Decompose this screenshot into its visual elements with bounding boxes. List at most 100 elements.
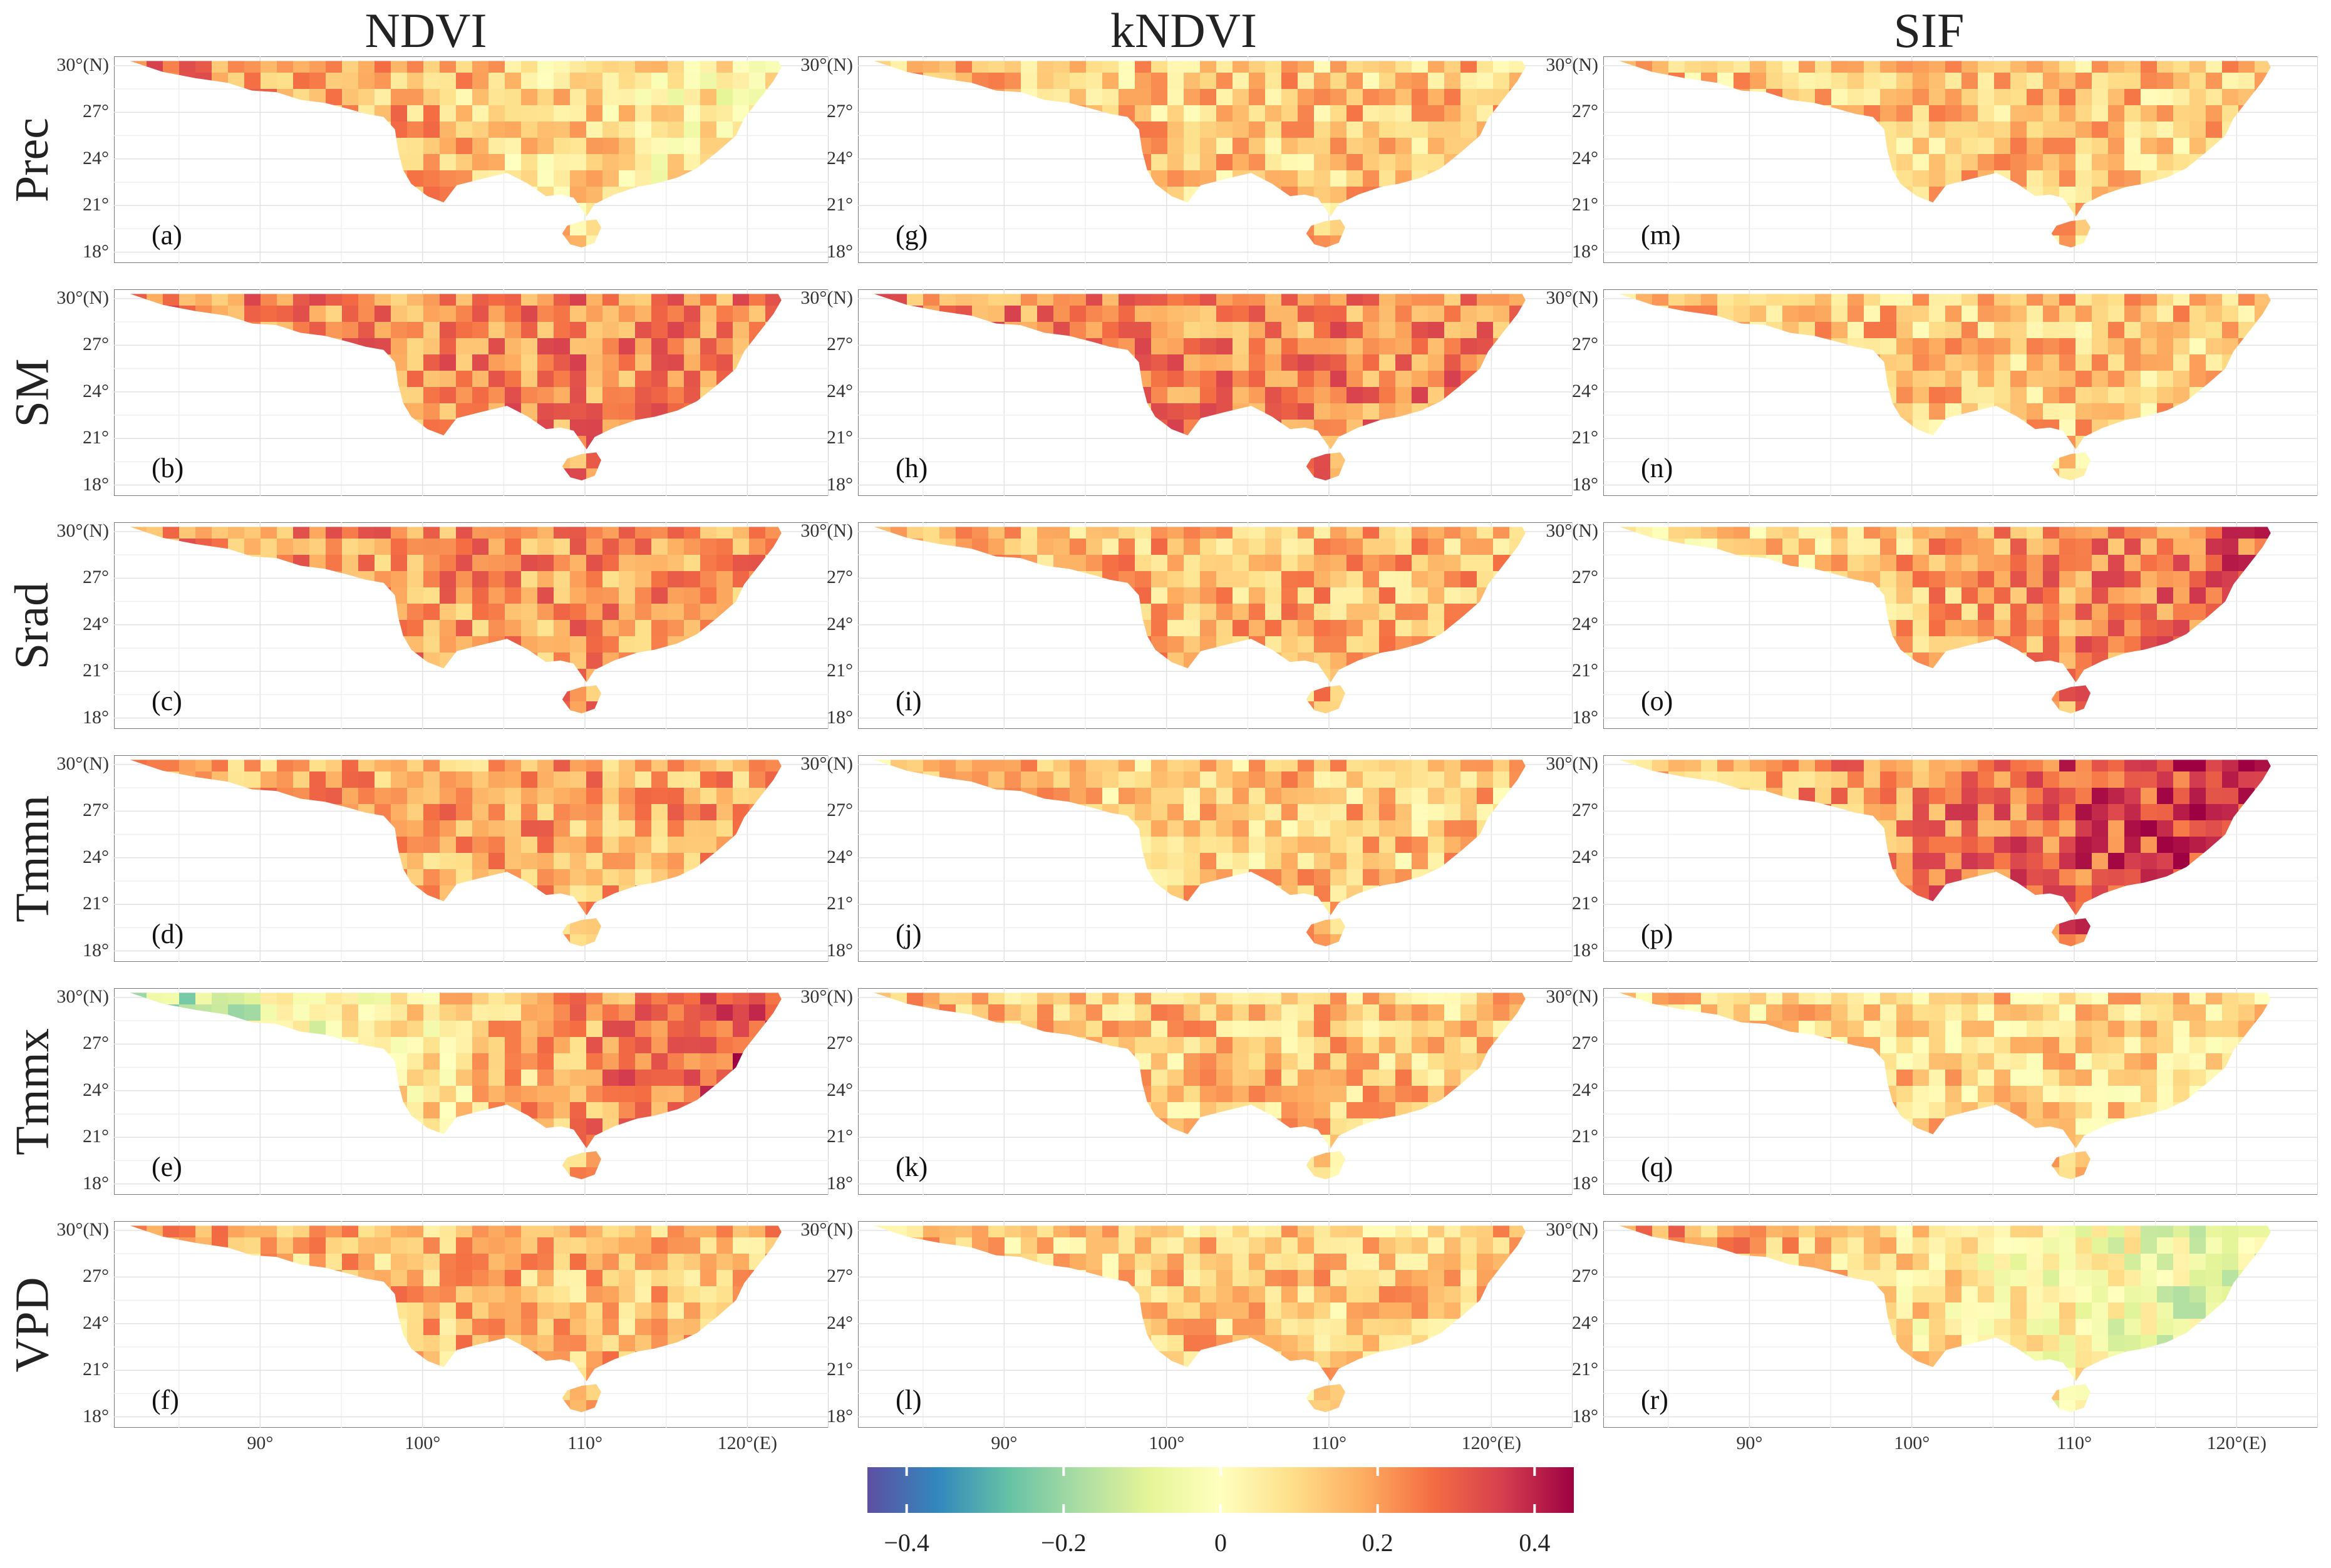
panel-tag: (l) (896, 1385, 922, 1415)
lat-tick-label: 27° (827, 800, 853, 821)
panel-tag: (q) (1641, 1152, 1673, 1182)
map-svg: (h) (858, 289, 1573, 496)
map-svg: (c) (114, 522, 829, 729)
colorbar-tick-label: 0.2 (1362, 1529, 1393, 1557)
colorbar-gradient (867, 1467, 1574, 1513)
map-svg: (l) (858, 1221, 1573, 1428)
map-panel: (k) (858, 988, 1573, 1195)
panel-tag: (a) (152, 220, 182, 250)
lat-tick-label: 21° (827, 1126, 853, 1147)
panel-tag: (o) (1641, 686, 1673, 716)
panel-tag: (c) (152, 686, 182, 716)
lat-tick-label: 24° (1572, 380, 1598, 401)
lon-tick-label: 90° (1736, 1433, 1763, 1453)
panel-tag: (k) (896, 1152, 928, 1182)
lat-tick-label: 18° (83, 1405, 109, 1426)
lat-tick-label: 18° (83, 939, 109, 961)
lat-tick-label: 21° (1572, 427, 1598, 448)
lat-tick-label: 21° (827, 1359, 853, 1380)
lat-tick-label: 21° (83, 660, 109, 681)
lat-tick-label: 30°(N) (800, 753, 853, 774)
map-svg: (p) (1603, 755, 2318, 962)
lat-tick-label: 24° (83, 613, 109, 634)
map-panel: (h) (858, 289, 1573, 496)
lat-tick-label: 24° (83, 846, 109, 867)
colorbar-tick-label: 0.4 (1519, 1529, 1551, 1557)
lat-tick-label: 27° (1572, 567, 1598, 588)
lat-tick-label: 18° (1572, 939, 1598, 961)
lat-tick-label: 21° (83, 194, 109, 215)
panel-tag: (n) (1641, 453, 1673, 483)
map-panel: (r) (1603, 1221, 2318, 1428)
lat-tick-label: 30°(N) (56, 54, 109, 75)
lat-tick-label: 24° (827, 380, 853, 401)
lat-tick-label: 27° (1572, 800, 1598, 821)
panel-tag: (j) (896, 919, 922, 949)
lat-tick-label: 27° (827, 1033, 853, 1054)
lat-tick-label: 21° (83, 427, 109, 448)
colorbar-tick-label: −0.2 (1041, 1529, 1087, 1557)
lon-tick-label: 110° (1311, 1433, 1346, 1453)
column-title-ndvi: NDVI (364, 3, 487, 58)
lat-tick-label: 18° (83, 1172, 109, 1194)
lat-tick-label: 24° (1572, 846, 1598, 867)
lat-tick-label: 24° (1572, 1312, 1598, 1333)
map-svg: (f) (114, 1221, 829, 1428)
lat-tick-label: 30°(N) (800, 287, 853, 308)
map-svg: (o) (1603, 522, 2318, 729)
lat-tick-label: 21° (1572, 1126, 1598, 1147)
lat-tick-label: 24° (1572, 147, 1598, 168)
map-panel: (d) (114, 755, 829, 962)
lon-tick-label: 100° (1894, 1433, 1930, 1453)
lat-tick-label: 21° (1572, 194, 1598, 215)
lat-tick-label: 30°(N) (56, 287, 109, 308)
map-panel: (n) (1603, 289, 2318, 496)
lat-tick-label: 30°(N) (800, 520, 853, 541)
lon-tick-label: 120°(E) (1461, 1433, 1521, 1453)
lat-tick-label: 21° (827, 660, 853, 681)
map-panel: (e) (114, 988, 829, 1195)
map-svg: (e) (114, 988, 829, 1195)
map-panel: (a) (114, 56, 829, 263)
panel-tag: (e) (152, 1152, 182, 1182)
map-panel: (q) (1603, 988, 2318, 1195)
map-panel: (f) (114, 1221, 829, 1428)
lat-tick-label: 30°(N) (1546, 1219, 1598, 1240)
panel-tag: (h) (896, 453, 928, 483)
map-svg: (n) (1603, 289, 2318, 496)
lat-tick-label: 30°(N) (1546, 54, 1598, 75)
lat-tick-label: 30°(N) (56, 520, 109, 541)
map-svg: (m) (1603, 56, 2318, 263)
lat-tick-label: 24° (827, 1312, 853, 1333)
panel-tag: (d) (152, 919, 183, 949)
panel-tag: (i) (896, 686, 922, 716)
lat-tick-label: 18° (827, 1172, 853, 1194)
lon-tick-label: 90° (991, 1433, 1018, 1453)
lat-tick-label: 30°(N) (56, 986, 109, 1007)
map-svg: (i) (858, 522, 1573, 729)
lat-tick-label: 21° (83, 1359, 109, 1380)
lat-tick-label: 18° (83, 706, 109, 728)
panel-tag: (g) (896, 220, 928, 250)
lat-tick-label: 18° (827, 240, 853, 262)
lat-tick-label: 24° (827, 846, 853, 867)
lat-tick-label: 30°(N) (1546, 986, 1598, 1007)
lat-tick-label: 30°(N) (1546, 287, 1598, 308)
lat-tick-label: 24° (1572, 1079, 1598, 1100)
lon-tick-label: 90° (247, 1433, 274, 1453)
lat-tick-label: 30°(N) (56, 1219, 109, 1240)
lat-tick-label: 18° (1572, 473, 1598, 495)
lon-tick-label: 110° (567, 1433, 602, 1453)
lat-tick-label: 27° (827, 1266, 853, 1287)
lon-tick-label: 100° (1149, 1433, 1185, 1453)
lat-tick-label: 27° (1572, 334, 1598, 355)
lat-tick-label: 21° (827, 194, 853, 215)
map-svg: (b) (114, 289, 829, 496)
lat-tick-label: 18° (827, 1405, 853, 1426)
lat-tick-label: 18° (827, 473, 853, 495)
lon-tick-label: 120°(E) (717, 1433, 777, 1453)
lon-tick-label: 100° (405, 1433, 441, 1453)
lat-tick-label: 21° (827, 427, 853, 448)
lat-tick-label: 21° (83, 1126, 109, 1147)
column-title-kndvi: kNDVI (1110, 3, 1257, 58)
